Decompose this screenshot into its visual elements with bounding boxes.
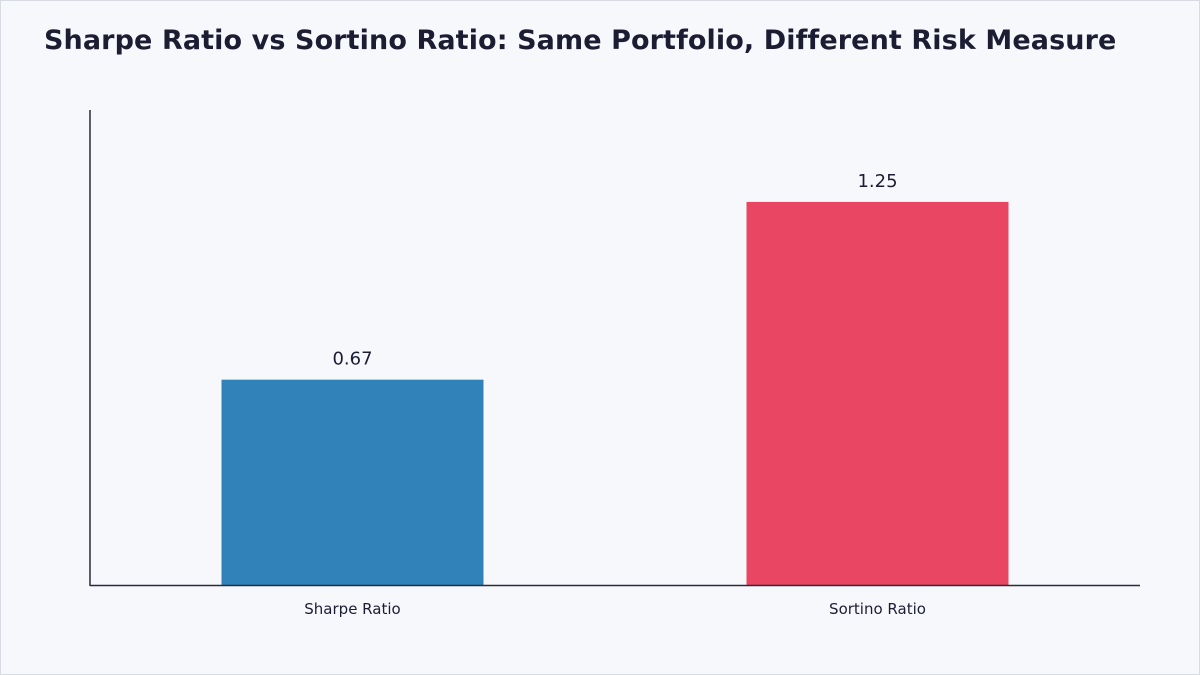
- x-tick-label-sortino-ratio: Sortino Ratio: [829, 600, 926, 618]
- bar-sortino-ratio: [746, 201, 1009, 585]
- value-label-sortino-ratio: 1.25: [857, 171, 897, 192]
- bar-sharpe-ratio: [221, 379, 484, 585]
- bars-group: [221, 201, 1009, 585]
- category-labels-group: Sharpe Ratio Sortino Ratio: [304, 600, 926, 618]
- chart-title: Sharpe Ratio vs Sortino Ratio: Same Port…: [44, 25, 1117, 56]
- x-tick-label-sharpe-ratio: Sharpe Ratio: [304, 600, 400, 618]
- value-label-sharpe-ratio: 0.67: [332, 349, 372, 370]
- value-labels-group: 0.67 1.25: [332, 171, 897, 370]
